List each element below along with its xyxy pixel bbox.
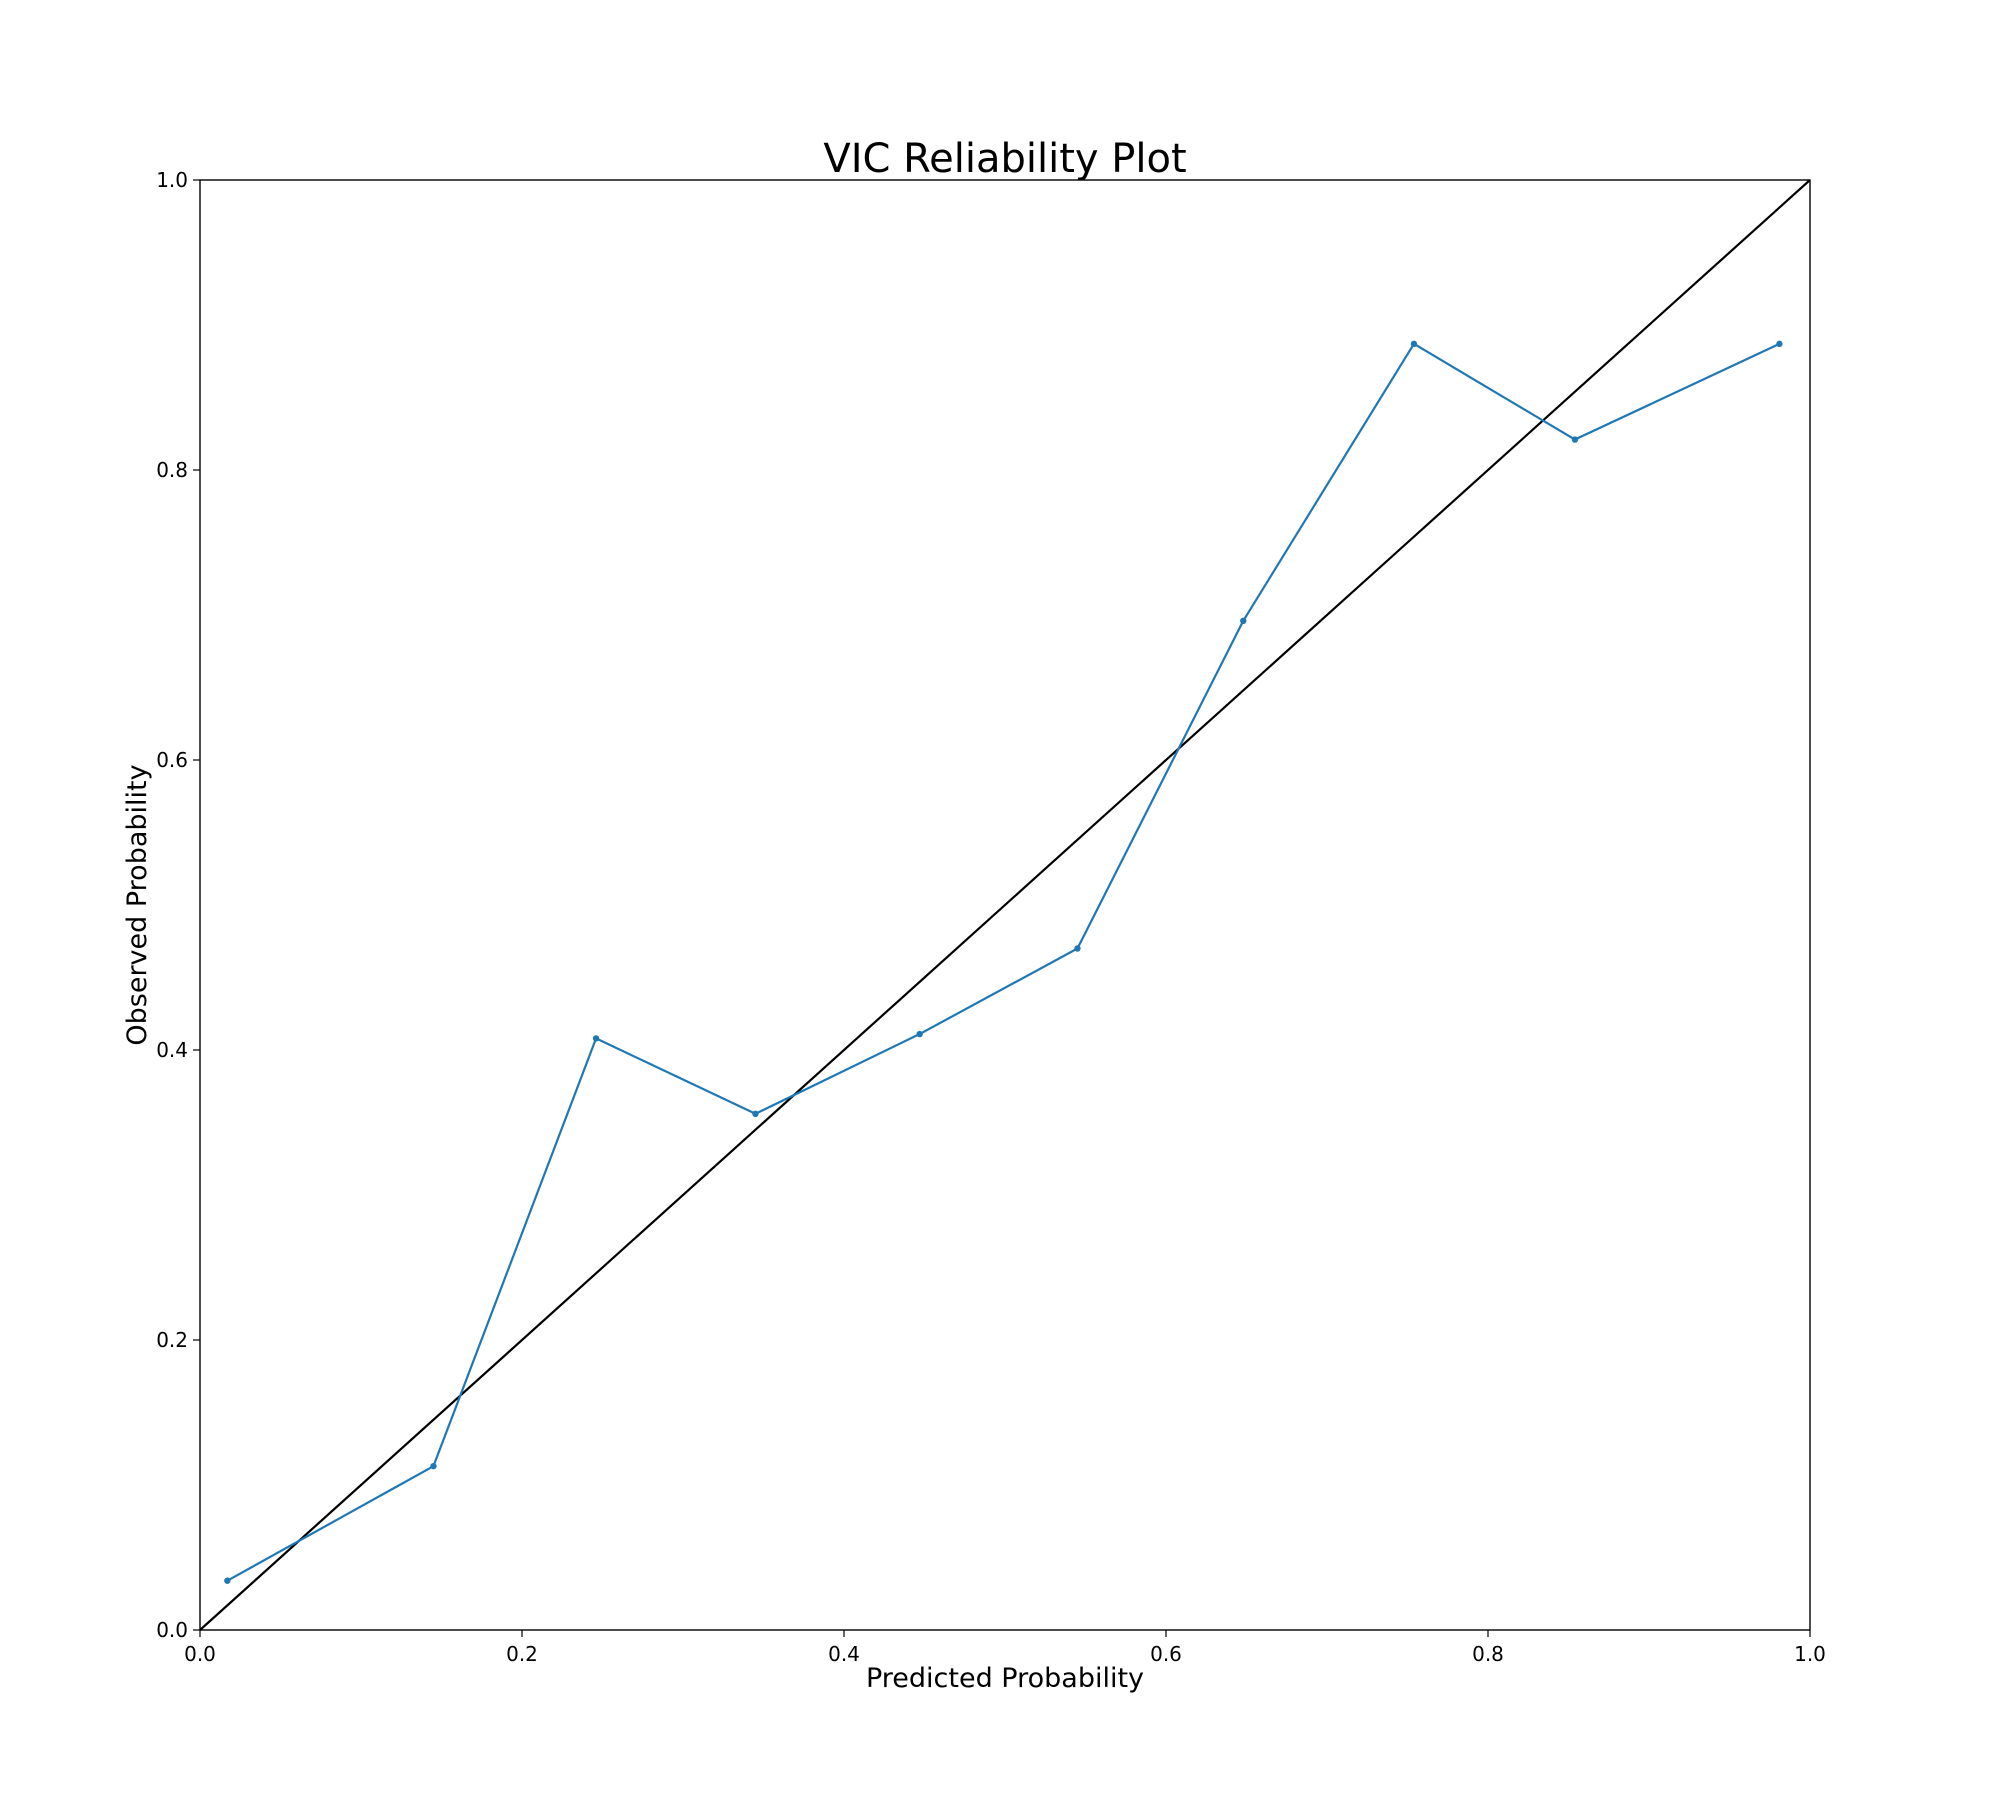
y-tick-label: 0.2 bbox=[156, 1328, 188, 1352]
data-point bbox=[916, 1030, 923, 1038]
data-point bbox=[752, 1110, 759, 1118]
data-point bbox=[1240, 617, 1247, 624]
x-axis-label: Predicted Probability bbox=[866, 1663, 1144, 1694]
x-tick-label: 0.4 bbox=[828, 1642, 860, 1666]
reliability-series-line bbox=[226, 342, 1780, 1582]
x-tick-label: 0.0 bbox=[184, 1642, 216, 1666]
plot-frame bbox=[199, 179, 1811, 1631]
x-tick-label: 0.8 bbox=[1472, 1642, 1504, 1666]
y-tick-label: 0.4 bbox=[156, 1038, 188, 1062]
y-axis-label: Observed Probability bbox=[122, 764, 153, 1045]
y-tick-label: 0.6 bbox=[156, 748, 188, 772]
reference-diagonal-line bbox=[199, 179, 1811, 1631]
y-tick-label: 1.0 bbox=[156, 168, 188, 192]
data-point bbox=[430, 1462, 437, 1470]
x-axis-ticks: 0.0 0.2 0.4 0.6 0.8 1.0 bbox=[184, 1630, 1826, 1666]
data-point bbox=[1776, 340, 1783, 348]
data-point bbox=[1074, 945, 1081, 952]
y-axis-ticks: 0.0 0.2 0.4 0.6 0.8 1.0 bbox=[156, 168, 200, 1642]
series-layer bbox=[199, 179, 1811, 1631]
chart-title: VIC Reliability Plot bbox=[823, 136, 1186, 182]
data-point bbox=[1410, 340, 1418, 348]
data-point bbox=[592, 1035, 600, 1042]
x-tick-label: 0.6 bbox=[1150, 1642, 1182, 1666]
x-tick-label: 1.0 bbox=[1794, 1642, 1826, 1666]
data-point bbox=[224, 1577, 231, 1584]
y-tick-label: 0.8 bbox=[156, 458, 188, 482]
y-tick-label: 0.0 bbox=[156, 1618, 188, 1642]
x-tick-label: 0.2 bbox=[506, 1642, 538, 1666]
data-point bbox=[1571, 436, 1579, 443]
